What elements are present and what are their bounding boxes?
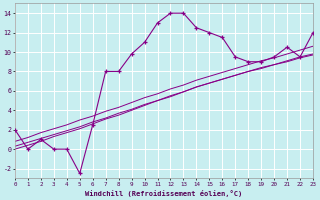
X-axis label: Windchill (Refroidissement éolien,°C): Windchill (Refroidissement éolien,°C)	[85, 190, 243, 197]
